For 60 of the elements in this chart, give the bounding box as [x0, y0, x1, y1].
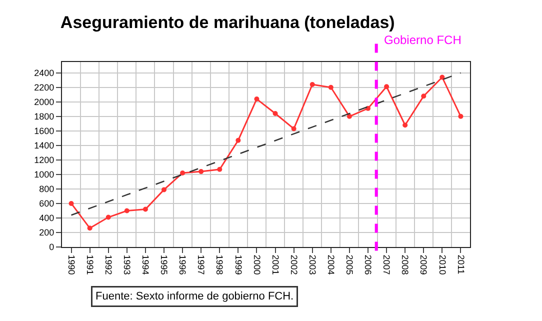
x-tick-label: 1991 [84, 254, 95, 275]
y-tick-label: 800 [39, 184, 54, 194]
y-tick-label: 400 [39, 213, 54, 224]
x-tick-label: 2001 [270, 254, 280, 275]
x-tick-label: 2009 [418, 254, 429, 275]
x-tick-label: 2000 [252, 254, 262, 275]
x-tick-label: 2011 [456, 254, 466, 274]
y-tick-label: 2000 [34, 97, 54, 108]
x-tick-label: 1995 [159, 254, 170, 275]
y-tick-label: 2400 [34, 68, 54, 78]
x-tick-label: 1992 [103, 254, 114, 275]
source-note: Fuente: Sexto informe de gobierno FCH. [96, 290, 294, 302]
point [87, 226, 92, 231]
x-tick-label: 1990 [66, 254, 76, 275]
point [217, 166, 222, 172]
point [106, 214, 111, 220]
point [421, 94, 426, 99]
point [366, 106, 370, 111]
x-tick-label: 1996 [178, 254, 188, 275]
point [236, 138, 241, 143]
x-tick-label: 2005 [344, 254, 355, 275]
point [254, 96, 260, 102]
point [458, 114, 464, 119]
y-tick-label: 1000 [34, 170, 54, 180]
point [162, 187, 166, 192]
x-tick-label: 2010 [437, 254, 448, 275]
point [198, 169, 204, 174]
y-tick-label: 1400 [34, 140, 54, 151]
point [440, 74, 445, 80]
x-tick-label: 1997 [196, 254, 206, 275]
point [142, 206, 148, 212]
point [180, 170, 186, 176]
y-tick-label: 1600 [34, 126, 54, 136]
point [291, 126, 296, 132]
point [272, 111, 278, 116]
x-tick-label: 1993 [122, 254, 132, 275]
y-tick-label: 1200 [34, 155, 54, 166]
x-tick-label: 2002 [288, 254, 299, 275]
y-tick-label: 0 [49, 242, 54, 252]
point [68, 200, 74, 206]
point [346, 114, 352, 119]
point [328, 84, 334, 90]
x-tick-label: 2004 [326, 254, 336, 275]
point [124, 208, 130, 214]
point [402, 122, 408, 128]
ref-line-label: Gobierno FCH [384, 33, 462, 47]
x-tick-label: 1999 [233, 254, 244, 275]
y-tick-label: 600 [39, 198, 54, 209]
x-tick-label: 2007 [382, 254, 392, 275]
x-tick-label: 2008 [400, 254, 410, 275]
point [384, 84, 390, 90]
x-tick-label: 1998 [214, 254, 225, 275]
y-tick-label: 200 [39, 228, 54, 238]
point [310, 82, 315, 87]
x-tick-label: 1994 [140, 254, 151, 275]
x-tick-label: 2003 [307, 254, 318, 275]
x-tick-label: 2006 [363, 254, 374, 275]
y-tick-label: 2200 [34, 82, 54, 93]
chart-title: Aseguramiento de marihuana (toneladas) [60, 12, 395, 32]
y-tick-label: 1800 [34, 112, 54, 122]
